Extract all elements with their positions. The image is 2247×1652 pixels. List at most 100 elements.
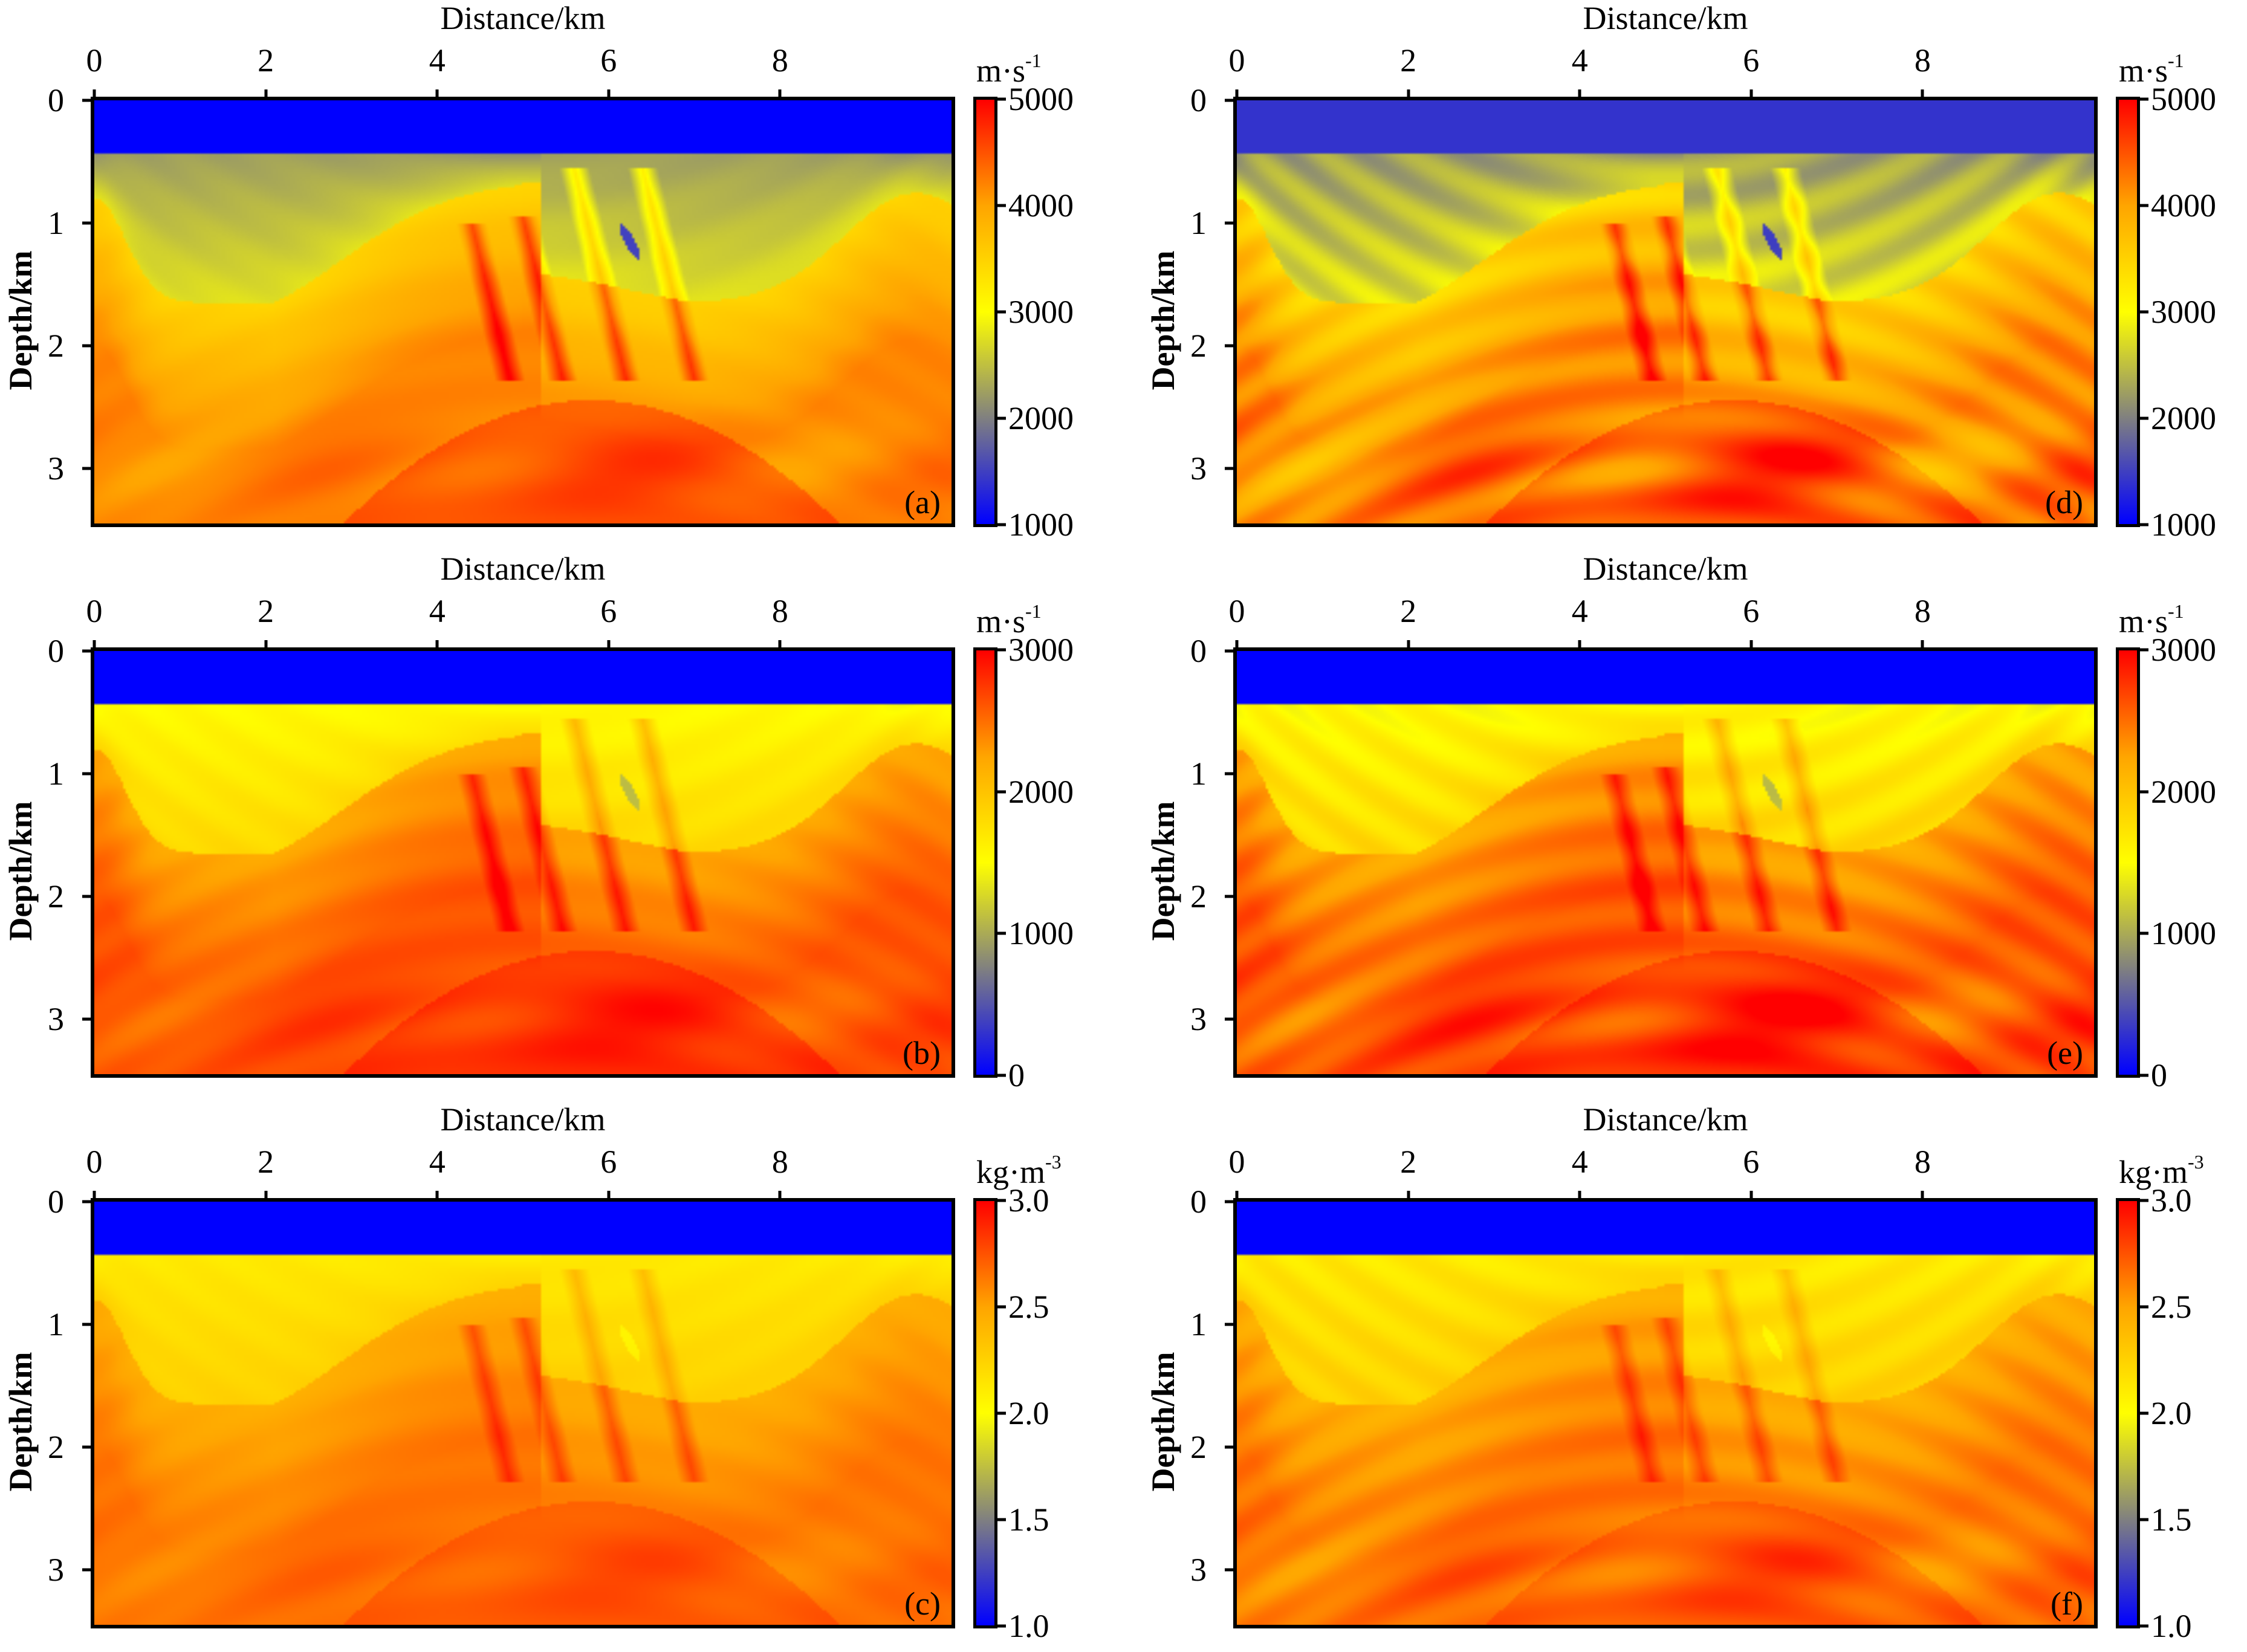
x-tick-label: 4: [429, 593, 446, 629]
y-tick-mark: [1225, 344, 1233, 348]
colorbar-tick-mark: [997, 523, 1006, 526]
x-tick-label: 6: [1743, 42, 1760, 79]
y-tick-mark: [82, 1445, 91, 1449]
x-axis-label: Distance/km: [440, 1101, 606, 1138]
colorbar-tick-mark: [2140, 790, 2148, 794]
colorbar-tick-label: 2.0: [2151, 1395, 2192, 1431]
colorbar-unit: m·s-1: [2119, 42, 2184, 89]
colorbar: [973, 647, 997, 1078]
y-tick-mark: [1225, 1445, 1233, 1449]
y-tick-label: 1: [1190, 1306, 1207, 1343]
colorbar-unit-exponent: -3: [2188, 1151, 2204, 1173]
panel-tag: (d): [2045, 484, 2083, 520]
x-tick-mark: [1921, 1191, 1924, 1199]
y-tick-label: 0: [48, 1184, 64, 1220]
colorbar-tick-label: 1000: [1008, 915, 1074, 952]
colorbar-tick-mark: [997, 1305, 1006, 1309]
x-tick-label: 0: [1228, 593, 1245, 629]
colorbar-unit-exponent: -3: [1045, 1151, 1062, 1173]
colorbar-unit-base: kg·m: [976, 1154, 1045, 1190]
colorbar-tick-label: 3000: [2151, 294, 2216, 330]
y-tick-label: 0: [48, 633, 64, 669]
colorbar-tick-label: 3.0: [2151, 1182, 2192, 1219]
x-tick-mark: [1749, 640, 1753, 649]
y-tick-mark: [1225, 895, 1233, 898]
y-tick-label: 3: [1190, 1551, 1207, 1588]
colorbar-tick-label: 3000: [1008, 632, 1074, 668]
x-tick-mark: [92, 89, 96, 98]
x-tick-mark: [1407, 1191, 1410, 1199]
panel-b: Distance/km 0 2 4 6 8 0 1 2 3 Depth/km (b) m·s-1 3000…: [0, 551, 1123, 1101]
x-tick-mark: [1235, 89, 1239, 98]
x-axis-label: Distance/km: [440, 0, 606, 36]
x-tick-label: 2: [258, 1144, 274, 1180]
y-tick-mark: [1225, 467, 1233, 470]
colorbar-tick-label: 1.0: [1008, 1608, 1049, 1644]
y-tick-mark: [82, 221, 91, 225]
heatmap-plot: [91, 97, 955, 527]
y-tick-label: 2: [48, 1428, 64, 1465]
x-axis-label: Distance/km: [1583, 551, 1748, 587]
colorbar-tick-label: 2.5: [2151, 1289, 2192, 1325]
y-tick-mark: [82, 649, 91, 653]
y-tick-mark: [82, 1200, 91, 1203]
colorbar-tick-mark: [2140, 523, 2148, 526]
y-tick-mark: [82, 1568, 91, 1572]
colorbar-tick-mark: [997, 97, 1006, 101]
y-tick-label: 3: [48, 1551, 64, 1588]
colorbar-tick-label: 1.5: [1008, 1501, 1049, 1538]
x-tick-mark: [778, 89, 782, 98]
x-tick-label: 6: [600, 1144, 617, 1180]
colorbar-tick-label: 2.0: [1008, 1395, 1049, 1431]
y-tick-label: 1: [48, 755, 64, 792]
colorbar-unit: m·s-1: [976, 593, 1042, 640]
x-axis-label: Distance/km: [1583, 1101, 1748, 1138]
colorbar-unit-exponent: -1: [2168, 600, 2184, 622]
x-tick-mark: [778, 1191, 782, 1199]
x-tick-label: 8: [771, 593, 788, 629]
panel-tag: (f): [2051, 1586, 2083, 1622]
colorbar-tick-label: 3.0: [1008, 1182, 1049, 1219]
x-tick-mark: [1749, 1191, 1753, 1199]
y-tick-mark: [1225, 1200, 1233, 1203]
colorbar-tick-mark: [2140, 1305, 2148, 1309]
x-tick-label: 0: [86, 42, 103, 79]
colorbar-tick-label: 1000: [2151, 915, 2216, 952]
x-tick-mark: [92, 640, 96, 649]
x-tick-label: 2: [258, 593, 274, 629]
panel-e: Distance/km 0 2 4 6 8 0 1 2 3 Depth/km (e) m·s-1 3000…: [1143, 551, 2247, 1101]
x-tick-mark: [1235, 640, 1239, 649]
colorbar-tick-mark: [997, 931, 1006, 935]
x-tick-label: 0: [86, 1144, 103, 1180]
y-axis-label: Depth/km: [1144, 1198, 1182, 1645]
panel-a: Distance/km 0 2 4 6 8 0 1 2 3 Depth/km (a) m·s-1 5000…: [0, 0, 1123, 551]
colorbar: [973, 1198, 997, 1628]
x-tick-mark: [435, 640, 439, 649]
x-tick-label: 8: [771, 1144, 788, 1180]
colorbar-tick-label: 2000: [1008, 773, 1074, 810]
y-axis-label-text: Depth/km: [2, 250, 39, 390]
colorbar-tick-mark: [997, 1624, 1006, 1628]
y-axis-label-text: Depth/km: [1145, 1352, 1181, 1492]
y-axis-label-text: Depth/km: [1145, 250, 1181, 390]
heatmap-image: [1237, 651, 2094, 1074]
colorbar-tick-label: 5000: [2151, 81, 2216, 117]
colorbar-tick-label: 3000: [1008, 294, 1074, 330]
y-tick-mark: [1225, 221, 1233, 225]
colorbar-tick-mark: [2140, 1411, 2148, 1415]
y-tick-label: 0: [1190, 633, 1207, 669]
x-tick-label: 8: [1914, 42, 1931, 79]
heatmap-image: [1237, 100, 2094, 523]
y-tick-label: 2: [48, 878, 64, 915]
colorbar-tick-mark: [2140, 204, 2148, 207]
x-tick-mark: [435, 1191, 439, 1199]
colorbar: [2116, 1198, 2140, 1628]
panel-tag: (c): [904, 1586, 941, 1622]
colorbar-tick-label: 2.5: [1008, 1289, 1049, 1325]
x-tick-label: 0: [86, 593, 103, 629]
y-tick-mark: [1225, 1017, 1233, 1021]
x-tick-mark: [1407, 89, 1410, 98]
colorbar-unit-base: m·s: [2119, 603, 2168, 640]
y-tick-label: 1: [48, 1306, 64, 1343]
x-tick-mark: [1578, 89, 1581, 98]
